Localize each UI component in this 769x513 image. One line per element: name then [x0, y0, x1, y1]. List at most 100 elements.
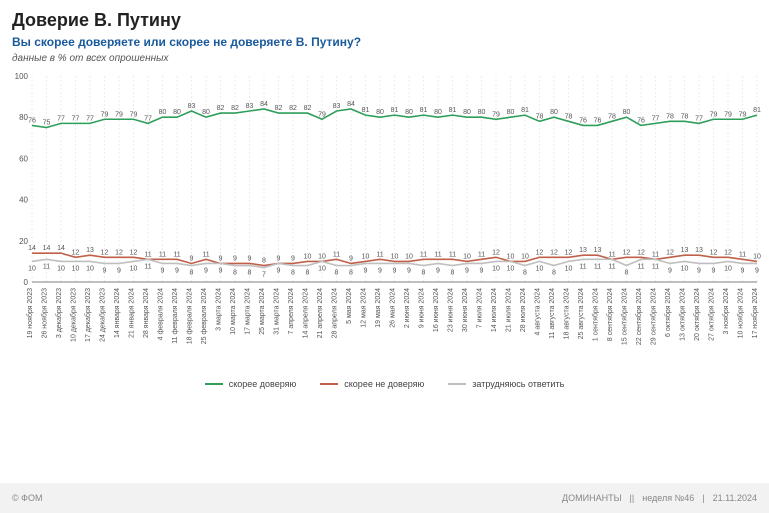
footer-date: 21.11.2024: [713, 493, 757, 503]
svg-text:5 мая 2024: 5 мая 2024: [346, 288, 353, 324]
svg-text:79: 79: [739, 111, 747, 118]
svg-text:8: 8: [523, 270, 527, 277]
svg-text:11: 11: [333, 251, 340, 258]
svg-text:76: 76: [579, 117, 587, 124]
svg-text:11: 11: [637, 263, 644, 270]
svg-text:80: 80: [405, 109, 413, 116]
svg-text:12: 12: [710, 249, 718, 256]
svg-text:13: 13: [579, 247, 587, 254]
svg-text:79: 79: [710, 111, 718, 118]
svg-text:78: 78: [608, 113, 616, 120]
svg-text:15 сентября 2024: 15 сентября 2024: [621, 288, 629, 345]
svg-text:83: 83: [333, 103, 341, 110]
svg-text:9: 9: [393, 267, 397, 274]
svg-text:40: 40: [19, 196, 28, 205]
svg-text:25 августа 2024: 25 августа 2024: [578, 288, 585, 339]
svg-text:9: 9: [364, 267, 368, 274]
legend-trust-label: скорее доверяю: [229, 379, 297, 389]
svg-text:84: 84: [347, 101, 355, 108]
svg-text:82: 82: [304, 105, 312, 112]
svg-text:11: 11: [579, 263, 586, 270]
svg-text:75: 75: [43, 120, 51, 127]
svg-text:1 сентября 2024: 1 сентября 2024: [592, 288, 600, 341]
svg-text:9: 9: [103, 267, 107, 274]
svg-text:10: 10: [362, 253, 370, 260]
svg-text:24 декабря 2023: 24 декабря 2023: [99, 288, 107, 342]
svg-text:10: 10: [391, 253, 399, 260]
svg-text:10: 10: [86, 265, 94, 272]
svg-text:11: 11: [159, 251, 166, 258]
svg-text:8: 8: [451, 270, 455, 277]
legend-distrust-label: скорее не доверяю: [344, 379, 424, 389]
svg-text:9: 9: [712, 267, 716, 274]
svg-text:19 ноября 2023: 19 ноября 2023: [26, 288, 34, 339]
svg-text:3 декабря 2023: 3 декабря 2023: [55, 288, 63, 338]
svg-text:25 февраля 2024: 25 февраля 2024: [201, 288, 208, 344]
svg-text:13: 13: [681, 247, 689, 254]
svg-text:12: 12: [724, 249, 732, 256]
svg-text:9: 9: [465, 267, 469, 274]
svg-text:8: 8: [233, 270, 237, 277]
svg-text:81: 81: [753, 107, 761, 114]
chart-subtitle: данные в % от всех опрошенных: [0, 53, 769, 70]
legend-dk-label: затрудняюсь ответить: [472, 379, 564, 389]
svg-text:11 февраля 2024: 11 февраля 2024: [172, 288, 179, 344]
svg-text:10 ноября 2024: 10 ноября 2024: [737, 288, 745, 339]
svg-text:14 января 2024: 14 января 2024: [114, 288, 121, 338]
svg-text:10: 10: [681, 265, 689, 272]
svg-text:10: 10: [318, 265, 326, 272]
svg-text:10: 10: [304, 253, 312, 260]
svg-text:10: 10: [318, 253, 326, 260]
svg-text:60: 60: [19, 154, 28, 163]
svg-text:10: 10: [57, 265, 65, 272]
svg-text:80: 80: [202, 109, 210, 116]
svg-text:10 марта 2024: 10 марта 2024: [230, 288, 237, 335]
svg-text:8: 8: [335, 270, 339, 277]
svg-text:9: 9: [668, 267, 672, 274]
svg-text:0: 0: [24, 278, 29, 287]
svg-text:12: 12: [623, 249, 631, 256]
svg-text:14: 14: [57, 245, 65, 252]
svg-text:84: 84: [260, 101, 268, 108]
svg-text:30 июня 2024: 30 июня 2024: [462, 288, 469, 332]
svg-text:26 ноября 2023: 26 ноября 2023: [41, 288, 49, 339]
svg-text:12: 12: [536, 249, 544, 256]
svg-text:28 января 2024: 28 января 2024: [143, 288, 150, 338]
svg-text:9: 9: [117, 267, 121, 274]
svg-text:11: 11: [478, 251, 485, 258]
svg-text:11: 11: [144, 263, 151, 270]
svg-text:81: 81: [449, 107, 457, 114]
svg-text:79: 79: [318, 111, 326, 118]
svg-text:12: 12: [666, 249, 674, 256]
svg-text:12: 12: [550, 249, 558, 256]
svg-text:18 августа 2024: 18 августа 2024: [564, 288, 571, 339]
svg-text:77: 77: [72, 115, 80, 122]
svg-text:80: 80: [376, 109, 384, 116]
chart-area: 0204060801007675777777797979778080838082…: [8, 70, 761, 375]
svg-text:11: 11: [434, 251, 441, 258]
svg-text:25 марта 2024: 25 марта 2024: [259, 288, 266, 335]
svg-text:10: 10: [405, 253, 413, 260]
legend-distrust: скорее не доверяю: [320, 379, 424, 389]
svg-text:11: 11: [608, 251, 615, 258]
svg-text:80: 80: [478, 109, 486, 116]
svg-text:13: 13: [594, 247, 602, 254]
svg-text:8: 8: [625, 270, 629, 277]
svg-text:9: 9: [755, 267, 759, 274]
svg-text:2 июня 2024: 2 июня 2024: [404, 288, 411, 328]
svg-text:10: 10: [753, 253, 761, 260]
svg-text:3 марта 2024: 3 марта 2024: [216, 288, 223, 331]
svg-text:3 ноября 2024: 3 ноября 2024: [722, 288, 730, 335]
svg-text:77: 77: [144, 115, 152, 122]
svg-text:28 апреля 2024: 28 апреля 2024: [332, 288, 339, 338]
svg-text:10: 10: [463, 253, 471, 260]
svg-text:9: 9: [161, 267, 165, 274]
svg-text:7: 7: [262, 272, 266, 279]
svg-text:4 февраля 2024: 4 февраля 2024: [158, 288, 165, 340]
svg-text:79: 79: [101, 111, 109, 118]
svg-text:11: 11: [652, 263, 659, 270]
svg-text:9: 9: [190, 255, 194, 262]
svg-text:11: 11: [449, 251, 456, 258]
svg-text:11 августа 2024: 11 августа 2024: [549, 288, 556, 339]
svg-text:9: 9: [248, 255, 252, 262]
